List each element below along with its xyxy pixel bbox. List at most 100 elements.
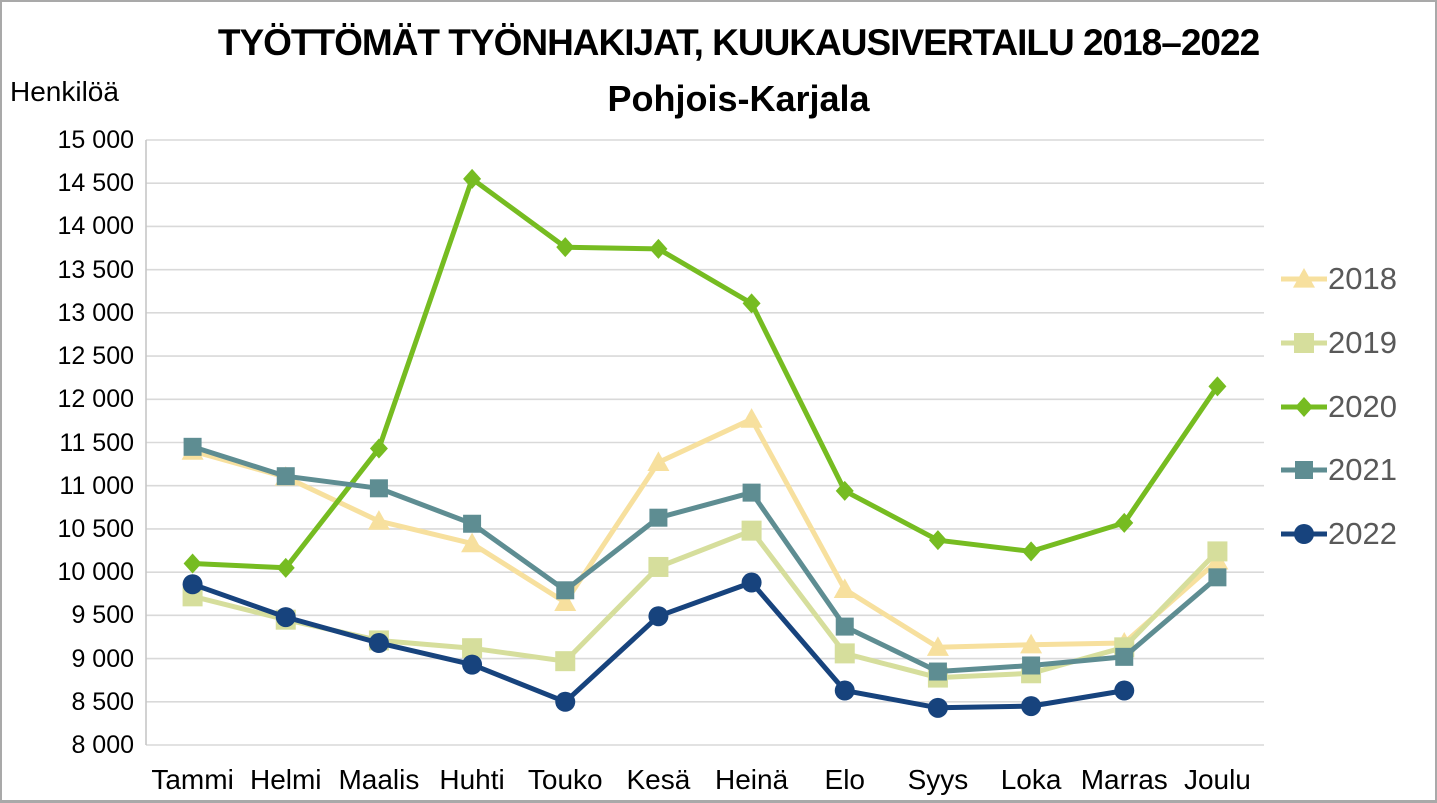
y-tick-label: 8 000 [71, 731, 134, 759]
triangle-icon [1293, 268, 1315, 288]
diamond-icon [1295, 397, 1313, 417]
legend-label: 2020 [1328, 389, 1397, 424]
legend-marker-2018 [1281, 268, 1327, 288]
data-point-2020-marras [1115, 512, 1134, 533]
series-line-2021 [190, 444, 1220, 674]
data-point-2022-kesä [648, 606, 669, 627]
data-point-2019-kesä [648, 556, 669, 577]
legend-item-2021: 2021 [1280, 452, 1397, 488]
data-point-2022-heinä [741, 572, 762, 593]
legend-marker-2019 [1281, 333, 1327, 353]
data-point-2018-syys [926, 636, 949, 656]
data-point-2022-touko [555, 691, 576, 712]
data-point-2020-maalis [369, 438, 388, 459]
data-point-2020-loka [1022, 541, 1041, 562]
x-axis-label-kesä: Kesä [626, 764, 691, 795]
data-point-2020-kesä [649, 238, 668, 259]
data-point-2021-syys [928, 662, 947, 681]
chart-title: TYÖTTÖMÄT TYÖNHAKIJAT, KUUKAUSIVERTAILU … [217, 22, 1260, 63]
x-axis-label-syys: Syys [907, 764, 969, 795]
y-tick-label: 10 000 [57, 558, 134, 587]
x-axis-label-touko: Touko [527, 764, 603, 795]
series-line-2019 [190, 528, 1220, 681]
square-icon [1294, 333, 1314, 353]
series-line-2020 [190, 176, 1220, 571]
legend-marker-2022 [1281, 524, 1327, 544]
x-axis-label-huhti: Huhti [439, 764, 505, 795]
data-point-2020-tammi [183, 553, 202, 574]
y-tick-label: 10 500 [57, 514, 134, 543]
x-axis-label-joulu: Joulu [1183, 764, 1251, 795]
data-point-2020-elo [835, 480, 854, 501]
legend-item-2018: 2018 [1280, 261, 1397, 297]
data-point-2021-kesä [649, 508, 668, 527]
legend-label: 2018 [1328, 261, 1397, 296]
data-point-2022-huhti [462, 654, 483, 675]
data-point-2022-marras [1114, 680, 1135, 701]
data-point-2020-syys [928, 530, 947, 551]
data-point-2021-huhti [463, 514, 482, 533]
data-point-2021-joulu [1208, 568, 1227, 587]
data-point-2022-tammi [182, 574, 203, 595]
y-tick-label: 13 000 [57, 298, 134, 327]
data-point-2022-maalis [368, 633, 389, 654]
y-tick-label: 8 500 [71, 687, 134, 716]
data-point-2018-huhti [461, 532, 484, 553]
data-point-2021-heinä [742, 483, 761, 502]
legend-marker-2021 [1281, 461, 1327, 479]
data-point-2018-elo [833, 578, 856, 599]
x-axis-label-loka: Loka [1000, 764, 1062, 795]
data-point-2022-helmi [275, 607, 296, 628]
y-tick-label: 12 500 [57, 342, 134, 371]
y-tick-label: 9 000 [71, 644, 134, 673]
y-tick-label: 13 500 [57, 255, 134, 284]
data-point-2019-touko [555, 651, 576, 672]
y-tick-label: 14 000 [57, 212, 134, 241]
legend-item-2022: 2022 [1280, 516, 1397, 552]
y-tick-label: 11 500 [59, 428, 134, 457]
x-axis-label-helmi: Helmi [249, 764, 322, 795]
y-tick-label: 15 000 [57, 126, 134, 154]
x-axis-label-tammi: Tammi [151, 764, 234, 795]
legend-item-2019: 2019 [1280, 325, 1397, 361]
y-tick-label: 9 500 [71, 601, 134, 630]
circle-icon [1294, 524, 1314, 544]
data-point-2018-kesä [647, 451, 670, 471]
data-point-2021-marras [1115, 647, 1134, 666]
y-axis-unit-label: Henkilöä [10, 76, 119, 107]
data-point-2020-touko [556, 237, 575, 258]
data-point-2019-huhti [462, 638, 483, 659]
data-point-2019-joulu [1207, 541, 1228, 562]
chart-subtitle: Pohjois-Karjala [607, 78, 870, 119]
data-point-2022-syys [927, 697, 948, 718]
square-icon [1295, 461, 1313, 479]
data-point-2021-elo [835, 617, 854, 636]
x-axis-label-elo: Elo [824, 764, 865, 795]
data-point-2022-elo [834, 680, 855, 701]
data-point-2020-huhti [463, 168, 482, 189]
data-point-2018-loka [1020, 633, 1043, 654]
data-point-2021-tammi [183, 437, 202, 456]
series-line-2018 [190, 416, 1220, 650]
y-tick-label: 12 000 [57, 385, 134, 414]
x-axis-label-maalis: Maalis [338, 764, 420, 795]
data-point-2021-maalis [369, 479, 388, 498]
data-point-2019-elo [834, 643, 855, 664]
legend-label: 2021 [1328, 452, 1397, 487]
legend-label: 2019 [1328, 325, 1397, 360]
data-point-2021-helmi [276, 467, 295, 486]
x-axis-label-marras: Marras [1080, 764, 1168, 795]
data-point-2018-maalis [367, 510, 390, 530]
data-point-2022-loka [1021, 696, 1042, 717]
data-point-2020-heinä [742, 293, 761, 314]
data-point-2021-loka [1022, 656, 1041, 675]
x-axis-label-heinä: Heinä [714, 764, 789, 795]
data-point-2021-touko [556, 581, 575, 600]
legend-item-2020: 2020 [1280, 389, 1397, 425]
y-tick-label: 14 500 [57, 169, 134, 198]
data-point-2020-helmi [276, 557, 295, 578]
data-point-2019-heinä [741, 520, 762, 541]
data-point-2018-touko [554, 591, 577, 611]
